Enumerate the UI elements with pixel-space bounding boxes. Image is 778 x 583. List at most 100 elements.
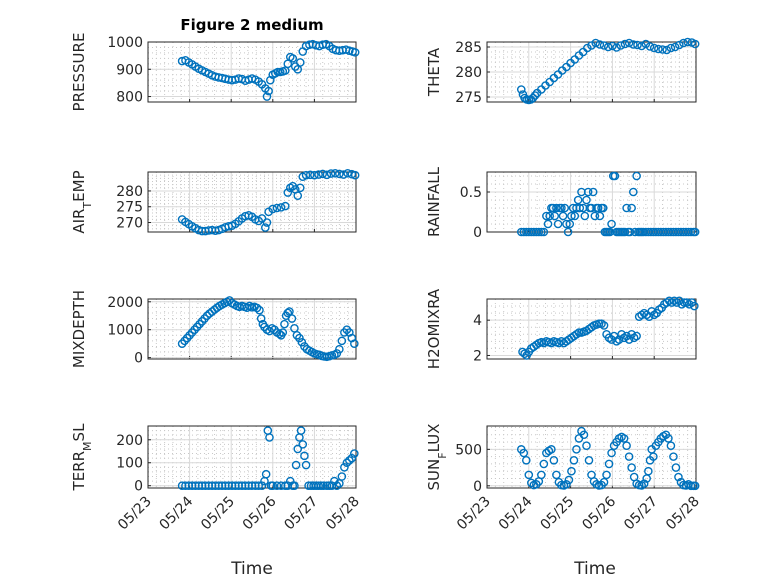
data-point: [545, 211, 555, 221]
data-point: [582, 195, 591, 205]
data-point: [671, 463, 681, 472]
data-point: [335, 344, 344, 354]
data-point: [343, 168, 352, 178]
data-point: [296, 426, 306, 435]
x-tick-label: 05/24: [157, 493, 197, 533]
y-axis-label: RAINFALL: [425, 166, 443, 237]
data-point: [322, 481, 332, 491]
y-tick-label: 285: [455, 40, 482, 56]
y-axis-label: TERRMSL: [70, 423, 94, 492]
data-point: [664, 434, 673, 443]
x-tick-label: 05/25: [198, 494, 238, 534]
data-point: [565, 219, 575, 229]
y-tick-label: 280: [455, 65, 482, 81]
data-point: [337, 472, 347, 481]
data-point: [607, 219, 616, 229]
data-point: [347, 453, 357, 463]
data-point: [301, 170, 311, 180]
data-point: [257, 481, 267, 491]
subplot-pressure: 800 900 1000 PRESSURE: [70, 33, 360, 111]
y-axis-label-subscript: F: [436, 452, 449, 458]
data-point: [674, 40, 684, 50]
y-axis-label-rest: LUX: [425, 424, 443, 453]
data-point: [340, 463, 349, 472]
data-point: [550, 211, 560, 221]
data-point: [335, 169, 344, 179]
x-tick-label: 05/26: [579, 493, 619, 533]
data-point: [534, 227, 544, 237]
data-point: [520, 349, 529, 359]
plot-area: [486, 171, 697, 233]
data-point: [637, 41, 646, 51]
y-axis-label-main: MIXDEPTH: [70, 290, 88, 368]
data-point: [620, 227, 630, 237]
y-axis-label-subscript: T: [81, 202, 94, 210]
data-point: [256, 314, 266, 323]
data-point: [268, 481, 278, 491]
data-point: [624, 38, 634, 48]
data-point: [293, 444, 303, 454]
data-point: [654, 44, 663, 54]
data-point: [290, 481, 299, 491]
subplot-rainfall: 0 0.5 RAINFALL: [425, 166, 700, 241]
data-point: [288, 54, 298, 63]
data-point: [557, 203, 566, 213]
data-point: [610, 171, 620, 181]
data-point: [620, 39, 630, 49]
y-axis-label-main: RAINFALL: [425, 166, 443, 237]
data-point: [583, 187, 593, 197]
data-point: [619, 434, 629, 443]
data-point: [612, 43, 621, 52]
data-point: [345, 456, 354, 465]
data-point: [679, 38, 688, 48]
data-point: [649, 43, 659, 53]
data-point: [669, 452, 678, 461]
plot-frame: [147, 298, 357, 360]
data-point: [562, 480, 571, 489]
y-axis-label-main: THETA: [425, 47, 443, 97]
y-tick-label: 0: [473, 479, 482, 495]
data-point: [644, 312, 654, 321]
plot-area: [147, 41, 357, 103]
y-tick-label: 100: [116, 456, 143, 472]
data-point: [629, 187, 638, 197]
subplot-h2omixra: 2 4 H2OMIXRA: [425, 288, 699, 369]
y-axis-label-rest: EMP: [70, 170, 88, 201]
data-point: [295, 183, 305, 193]
data-point: [332, 481, 342, 491]
subplot-mixdepth: 0 1000 2000 MIXDEPTH: [70, 290, 359, 368]
y-tick-label: 1000: [107, 35, 143, 51]
data-point: [295, 333, 304, 343]
data-point: [539, 459, 549, 469]
x-axis-label-left: Time: [230, 559, 273, 579]
y-tick-label: 4: [473, 313, 482, 329]
data-point: [287, 314, 297, 323]
data-point: [283, 308, 293, 318]
subplot-sun_flux: 05/23 05/24 05/25 05/26 05/27 05/28 0 500 SUNFLU…: [425, 424, 703, 534]
data-point: [319, 481, 328, 491]
x-tick-label: 05/23: [115, 494, 155, 534]
figure-title: Figure 2 medium: [180, 16, 323, 34]
data-point: [649, 452, 658, 461]
x-tick-label: 05/24: [496, 493, 536, 533]
y-tick-label: 270: [116, 216, 143, 232]
data-point: [593, 203, 603, 213]
data-point: [261, 223, 270, 232]
data-point: [521, 455, 531, 465]
data-point: [330, 168, 340, 178]
data-point: [291, 460, 301, 470]
data-point: [579, 430, 589, 440]
data-point: [594, 319, 604, 329]
data-point: [633, 40, 642, 50]
y-tick-label: 0: [473, 225, 482, 241]
x-tick-label: 05/23: [454, 494, 494, 534]
data-point: [591, 38, 600, 48]
data-point: [580, 211, 590, 221]
data-point: [583, 43, 592, 53]
data-point: [261, 469, 271, 479]
data-point: [530, 91, 540, 100]
data-point: [339, 170, 348, 179]
data-point: [322, 170, 332, 180]
data-point: [314, 481, 323, 491]
plot-frame: [486, 171, 697, 233]
